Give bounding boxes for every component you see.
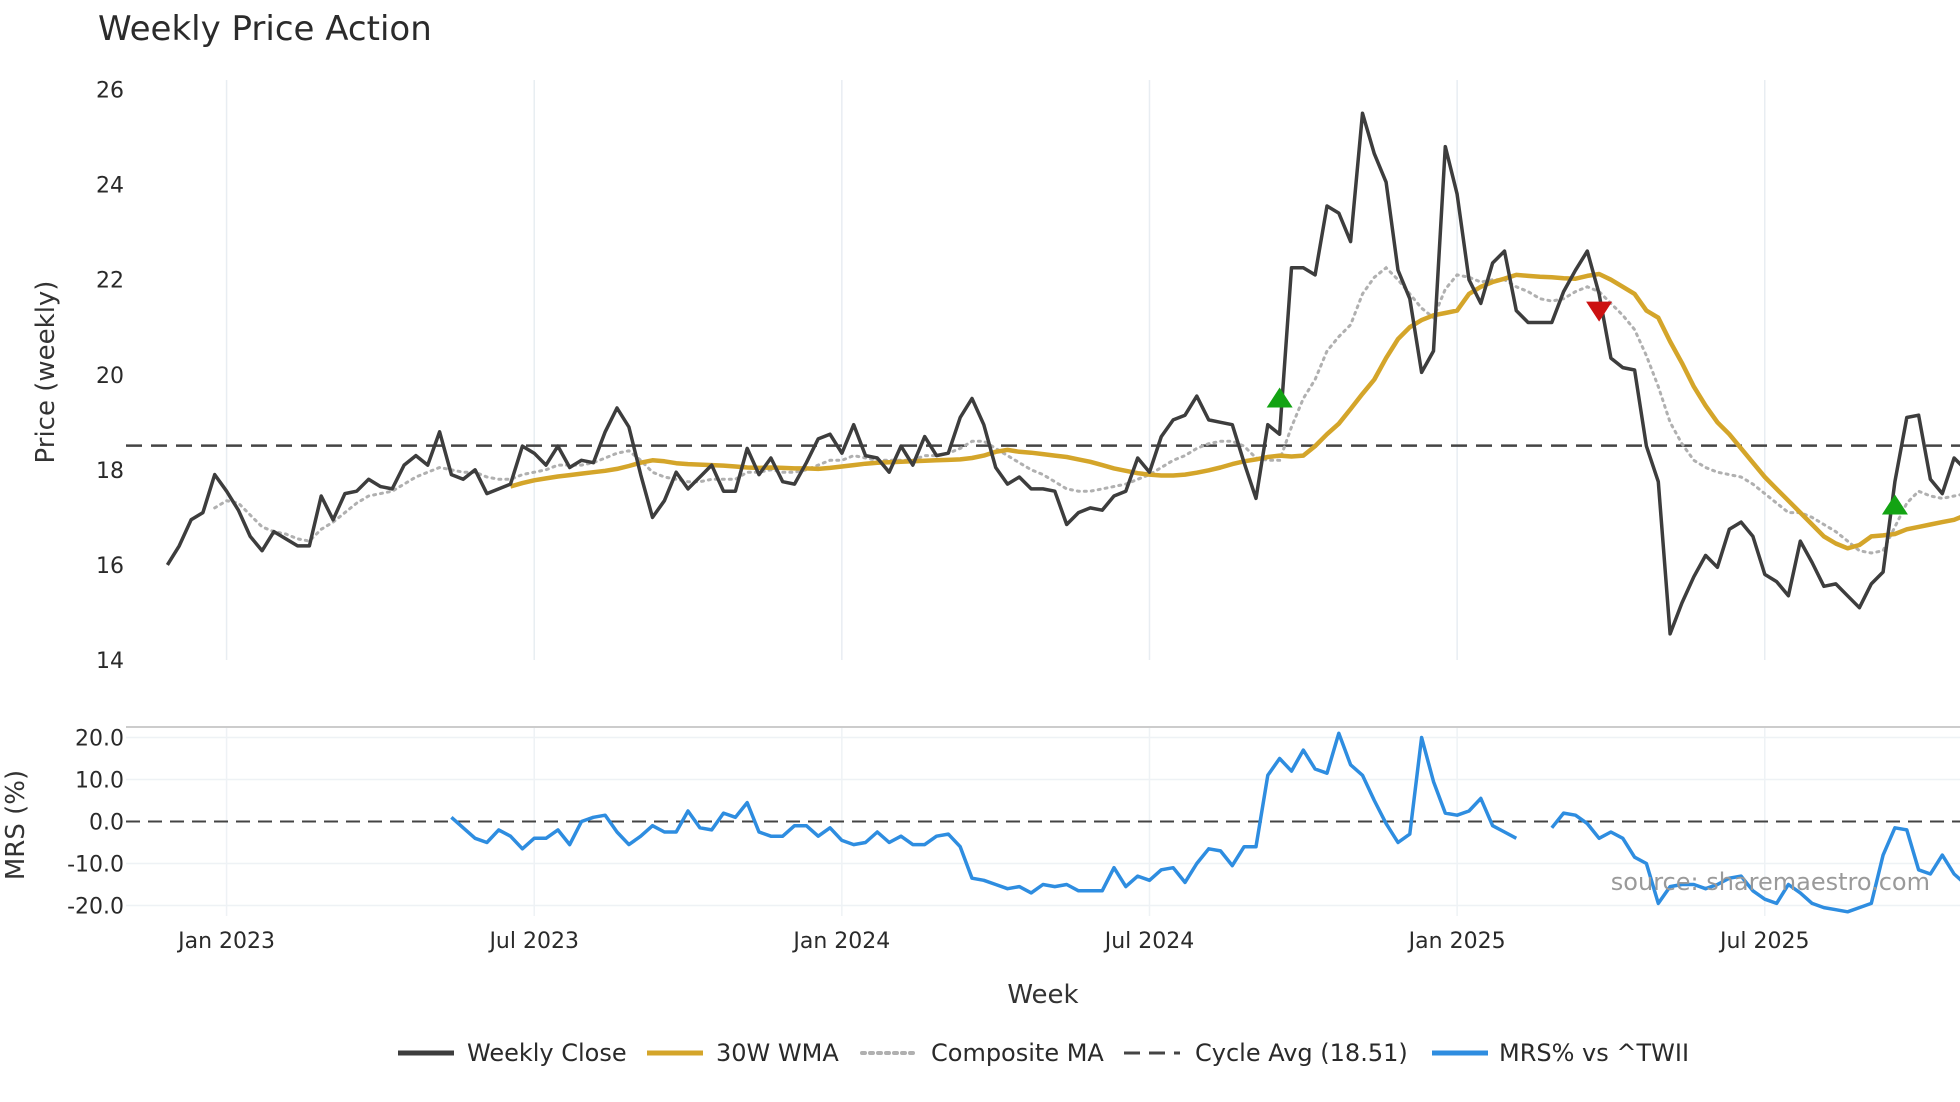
legend-item-30w-wma: 30W WMA [647,1039,839,1067]
x-tick-label: Jul 2024 [1103,929,1195,954]
x-axis-title: Week [1007,980,1078,1010]
grid-layer [126,80,1960,916]
mrs-y-tick-label: -10.0 [67,853,124,878]
x-tick-label: Jan 2025 [1407,929,1506,954]
price-y-tick-label: 16 [96,554,124,579]
mrs-y-tick-labels: 20.0 10.0 0.0 -10.0 -20.0 [67,727,124,920]
mrs-y-tick-label: -20.0 [67,895,124,920]
series-layer [126,111,1960,914]
legend-item-cycle-avg: Cycle Avg (18.51) [1124,1039,1408,1067]
x-tick-labels: Jan 2023 Jul 2023 Jan 2024 Jul 2024 Jan 2025… [176,929,1809,954]
mrs-line [450,731,1960,914]
chart-title: Weekly Price Action [98,9,432,49]
price-y-axis-title: Price (weekly) [31,281,61,464]
x-tick-label: Jan 2023 [176,929,275,954]
legend-label-weekly-close: Weekly Close [467,1039,627,1067]
price-y-tick-label: 26 [96,79,124,104]
price-y-tick-labels: 14 16 18 20 22 24 26 [96,79,124,674]
legend-item-weekly-close: Weekly Close [398,1039,627,1067]
mrs-y-tick-label: 0.0 [89,811,124,836]
legend-label-mrs: MRS% vs ^TWII [1499,1039,1689,1067]
x-tick-label: Jan 2024 [791,929,890,954]
wma-30-line [509,271,1960,551]
sell-signal-marker [1586,301,1613,322]
price-y-tick-label: 24 [96,174,124,199]
legend-label-composite-ma: Composite MA [931,1039,1104,1067]
legend-label-cycle-avg: Cycle Avg (18.51) [1195,1039,1408,1067]
legend-item-composite-ma: Composite MA [860,1039,1104,1067]
legend-item-mrs: MRS% vs ^TWII [1432,1039,1689,1067]
watermark: source: sharemaestro.com [1611,868,1930,896]
mrs-y-tick-label: 20.0 [75,727,124,752]
mrs-y-axis-title: MRS (%) [1,770,31,880]
x-tick-label: Jul 2025 [1718,929,1810,954]
buy-signal-marker [1881,494,1908,515]
composite-ma-line [213,265,1960,555]
price-y-tick-label: 20 [96,364,124,389]
buy-signal-marker [1266,387,1293,408]
price-y-tick-label: 22 [96,269,124,294]
price-y-tick-label: 18 [96,459,124,484]
legend-label-30w-wma: 30W WMA [716,1039,839,1067]
mrs-y-tick-label: 10.0 [75,769,124,794]
legend: Weekly Close 30W WMA Composite MA Cycle … [398,1039,1689,1067]
price-y-tick-label: 14 [96,649,124,674]
weekly-close-line [165,111,1960,636]
x-tick-label: Jul 2023 [487,929,579,954]
